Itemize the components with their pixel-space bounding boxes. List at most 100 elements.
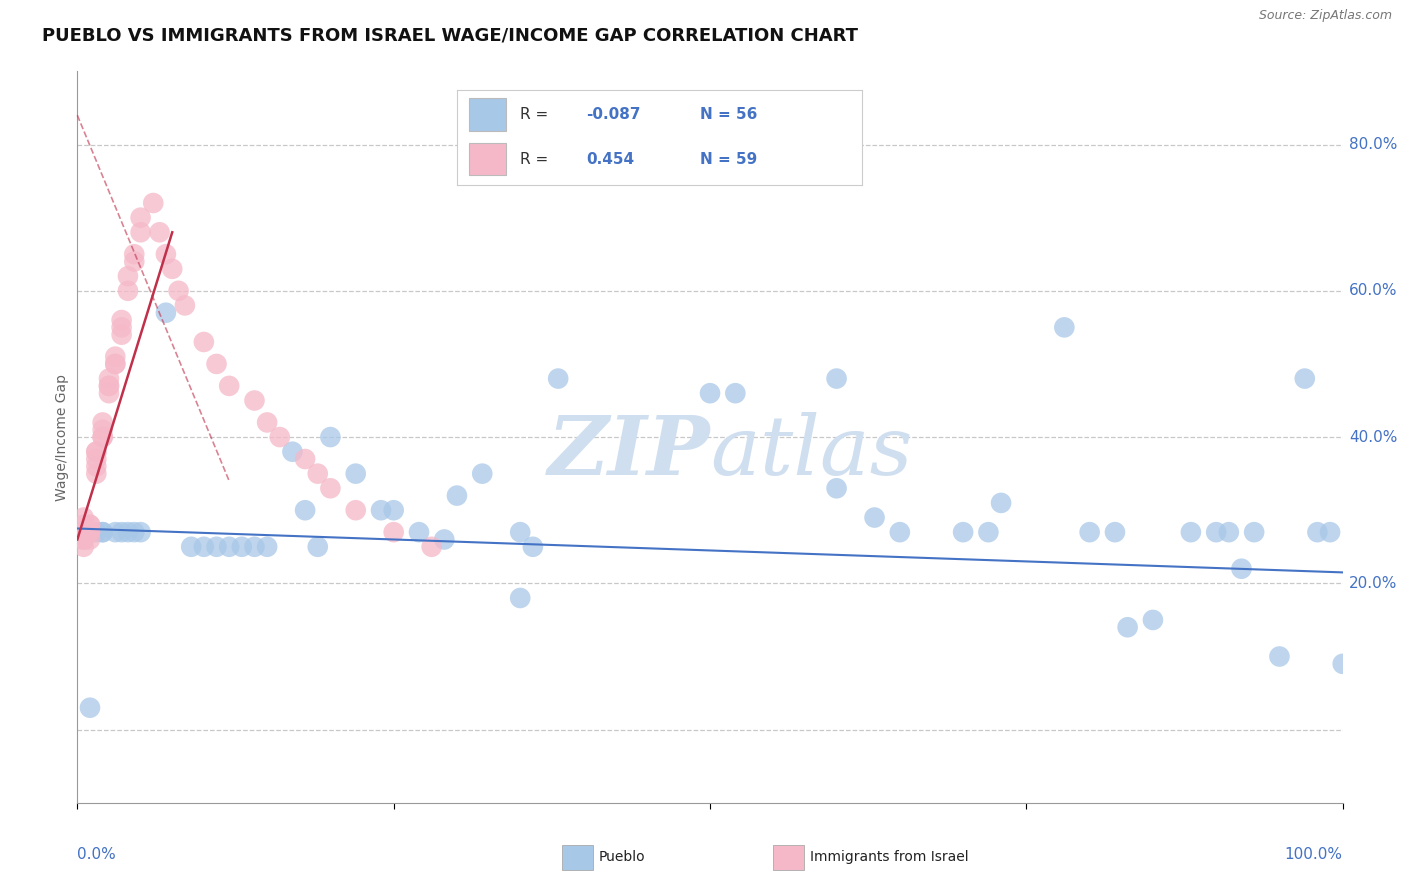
Point	[1218, 525, 1240, 540]
Point	[73, 533, 96, 547]
Point	[319, 430, 342, 444]
Point	[142, 196, 165, 211]
Point	[73, 540, 96, 554]
Point	[218, 540, 240, 554]
Point	[370, 503, 392, 517]
Point	[73, 525, 96, 540]
Text: atlas: atlas	[710, 412, 912, 491]
Point	[91, 430, 114, 444]
Point	[307, 540, 329, 554]
Point	[155, 247, 177, 261]
Point	[167, 284, 190, 298]
Point	[117, 525, 139, 540]
Point	[218, 379, 240, 393]
Point	[344, 467, 367, 481]
Text: 60.0%: 60.0%	[1348, 284, 1398, 298]
Point	[73, 533, 96, 547]
Point	[124, 247, 146, 261]
Point	[193, 540, 215, 554]
Point	[1180, 525, 1202, 540]
Point	[1053, 320, 1076, 334]
Point	[420, 540, 443, 554]
Point	[162, 261, 183, 276]
Point	[509, 525, 531, 540]
Point	[117, 269, 139, 284]
Point	[104, 357, 127, 371]
Point	[79, 700, 101, 714]
Point	[471, 467, 494, 481]
Text: Pueblo: Pueblo	[599, 850, 645, 864]
Point	[91, 525, 114, 540]
Point	[863, 510, 886, 524]
Point	[1116, 620, 1139, 634]
Point	[294, 503, 316, 517]
Point	[977, 525, 1000, 540]
Point	[281, 444, 304, 458]
Point	[91, 416, 114, 430]
Point	[86, 452, 108, 467]
Point	[1078, 525, 1101, 540]
Point	[86, 444, 108, 458]
Point	[1319, 525, 1341, 540]
Point	[79, 517, 101, 532]
Point	[180, 540, 202, 554]
Point	[91, 525, 114, 540]
Point	[86, 467, 108, 481]
Point	[117, 284, 139, 298]
Point	[149, 225, 172, 239]
Text: 20.0%: 20.0%	[1348, 576, 1398, 591]
Point	[193, 334, 215, 349]
Point	[433, 533, 456, 547]
Point	[91, 423, 114, 437]
Point	[256, 540, 278, 554]
Point	[86, 444, 108, 458]
Point	[1294, 371, 1316, 385]
Point	[91, 430, 114, 444]
Point	[547, 371, 569, 385]
Y-axis label: Wage/Income Gap: Wage/Income Gap	[55, 374, 69, 500]
Point	[889, 525, 911, 540]
Point	[952, 525, 974, 540]
Point	[307, 467, 329, 481]
Point	[256, 416, 278, 430]
Point	[104, 525, 127, 540]
Text: ZIP: ZIP	[547, 412, 710, 491]
Text: 0.0%: 0.0%	[77, 847, 117, 862]
Point	[1331, 657, 1354, 671]
Point	[1142, 613, 1164, 627]
Point	[243, 540, 266, 554]
Point	[98, 379, 120, 393]
Point	[1243, 525, 1265, 540]
Point	[73, 533, 96, 547]
Text: 40.0%: 40.0%	[1348, 430, 1398, 444]
Point	[1104, 525, 1126, 540]
Point	[73, 525, 96, 540]
Point	[231, 540, 253, 554]
Point	[155, 306, 177, 320]
Point	[98, 379, 120, 393]
Point	[73, 517, 96, 532]
Point	[86, 525, 108, 540]
Point	[73, 525, 96, 540]
Point	[111, 525, 132, 540]
Point	[129, 225, 152, 239]
Text: 80.0%: 80.0%	[1348, 137, 1398, 152]
Point	[111, 313, 132, 327]
Point	[111, 320, 132, 334]
Point	[243, 393, 266, 408]
Point	[124, 525, 146, 540]
Point	[1230, 562, 1253, 576]
Point	[382, 503, 405, 517]
Point	[509, 591, 531, 605]
Point	[86, 459, 108, 474]
Point	[104, 350, 127, 364]
Point	[1306, 525, 1329, 540]
Point	[825, 481, 848, 495]
Point	[174, 298, 197, 312]
Point	[446, 489, 468, 503]
Point	[1205, 525, 1227, 540]
Point	[79, 533, 101, 547]
Point	[98, 386, 120, 401]
Point	[79, 525, 101, 540]
Point	[294, 452, 316, 467]
